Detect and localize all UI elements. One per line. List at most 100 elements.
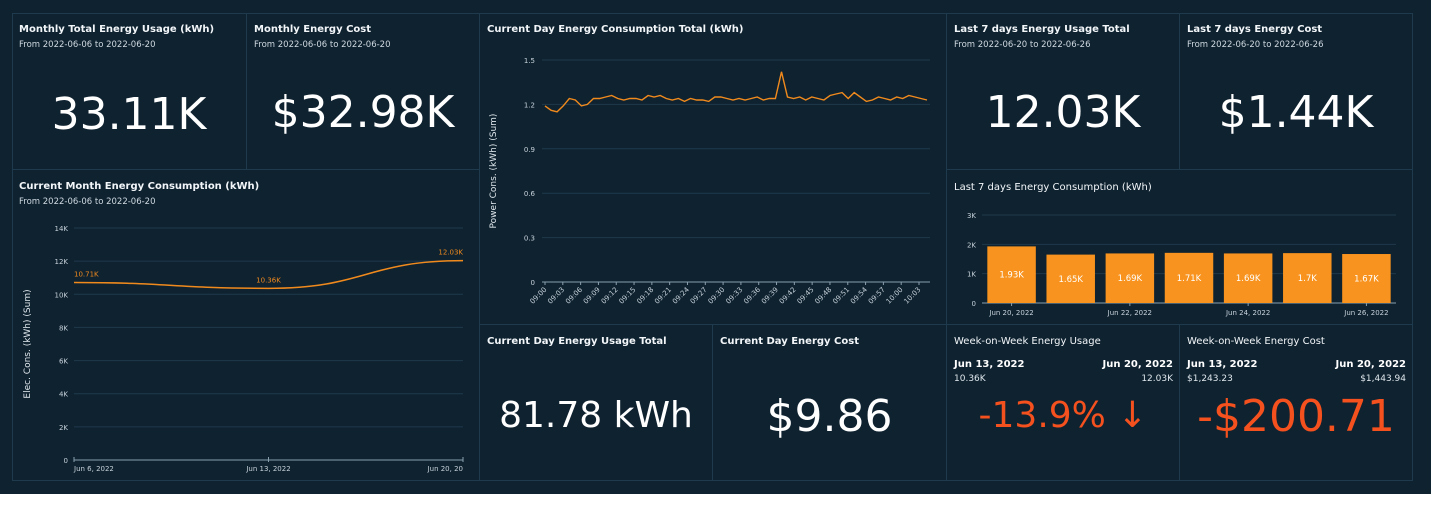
x-tick-label: Jun 6, 2022 — [73, 465, 114, 473]
wow-dates: Jun 13, 2022 Jun 20, 2022 — [954, 359, 1173, 370]
y-tick-label: 6K — [59, 358, 68, 366]
day-usage-panel: Current Day Energy Usage Total 81.78 kWh — [480, 325, 713, 481]
x-tick-label: 09:27 — [689, 286, 709, 306]
current-day-chart-panel: Current Day Energy Consumption Total (kW… — [480, 13, 947, 325]
y-tick-label: 0 — [531, 279, 535, 287]
bar — [1342, 254, 1391, 303]
panel-subtitle: From 2022-06-20 to 2022-06-26 — [1187, 40, 1324, 50]
panel-title: Current Day Energy Cost — [720, 336, 859, 347]
y-tick-label: 12K — [55, 258, 69, 266]
y-tick-label: 1.2 — [524, 101, 535, 109]
current-month-line-chart: 0 2K 4K 6K 8K 10K 12K 14K Elec. Cons. (kWh) (Sum… — [23, 225, 464, 473]
panel-subtitle: From 2022-06-20 to 2022-06-26 — [954, 40, 1091, 50]
panel-title: Last 7 days Energy Usage Total — [954, 24, 1130, 35]
last7-bar-chart: 0 1K 2K 3K 1.93K Jun 20, 2022 1.65K 1.69K Jun 22… — [967, 212, 1396, 317]
wow-date-a: Jun 13, 2022 — [1187, 359, 1258, 370]
y-tick-label: 0.6 — [524, 190, 536, 198]
panel-title: Last 7 days Energy Cost — [1187, 24, 1323, 35]
series-line — [73, 259, 464, 290]
panel-title: Monthly Energy Cost — [254, 24, 372, 35]
wow-usage-panel: Week-on-Week Energy Usage Jun 13, 2022 J… — [947, 325, 1180, 481]
data-label: 10.36K — [256, 276, 281, 284]
wow-date-b: Jun 20, 2022 — [1335, 359, 1406, 370]
y-tick-label: 1K — [967, 271, 976, 279]
wow-date-a: Jun 13, 2022 — [954, 359, 1025, 370]
x-tick-label: 09:12 — [600, 286, 620, 306]
bar — [1105, 253, 1155, 303]
panel-title: Monthly Total Energy Usage (kWh) — [19, 24, 215, 35]
data-label: 12.03K — [438, 249, 463, 257]
current-month-chart-panel: Current Month Energy Consumption (kWh) F… — [12, 170, 480, 481]
wow-value-a: $1,243.23 — [1187, 374, 1233, 384]
wow-values: $1,243.23 $1,443.94 — [1187, 374, 1406, 384]
data-label: 1.71K — [1177, 274, 1202, 284]
x-tick-label: 09:18 — [635, 286, 655, 306]
x-tick-label: 09:06 — [564, 285, 584, 305]
data-label: 1.65K — [1058, 275, 1083, 285]
x-tick-label: Jun 24, 2022 — [1225, 309, 1270, 317]
x-tick-label: 09:03 — [546, 286, 566, 306]
panel-title: Current Day Energy Usage Total — [487, 336, 667, 347]
last7-cost-panel: Last 7 days Energy Cost From 2022-06-20 … — [1180, 13, 1413, 170]
x-tick-label: 10:00 — [885, 286, 905, 306]
y-axis-label: Elec. Cons. (kWh) (Sum) — [23, 289, 33, 398]
x-tick-label: 09:30 — [707, 286, 727, 306]
y-tick-label: 2K — [967, 241, 976, 249]
kpi-value: 12.03K — [985, 87, 1141, 138]
bar — [1164, 252, 1214, 303]
x-tick-label: 09:42 — [778, 286, 798, 306]
wow-dates: Jun 13, 2022 Jun 20, 2022 — [1187, 359, 1406, 370]
day-cost-panel: Current Day Energy Cost $9.86 — [713, 325, 947, 481]
wow-value-b: $1,443.94 — [1360, 374, 1406, 384]
x-tick-label: Jun 20, 2022 — [988, 309, 1033, 317]
current-day-line-chart: 0 0.3 0.6 0.9 1.2 1.5 Power Cons. (kWh) (Sum) 0… — [489, 57, 930, 306]
y-tick-label: 0.3 — [524, 235, 535, 243]
y-axis-label: Power Cons. (kWh) (Sum) — [489, 114, 499, 229]
kpi-value: $32.98K — [271, 87, 455, 138]
bar — [1283, 253, 1332, 303]
y-tick-label: 1.5 — [524, 57, 535, 65]
wow-value-b: 12.03K — [1141, 374, 1173, 384]
x-tick-label: Jun 13, 2022 — [245, 465, 290, 473]
wow-values: 10.36K 12.03K — [954, 374, 1173, 384]
y-tick-label: 0 — [64, 457, 68, 465]
bar — [1223, 253, 1273, 303]
wow-value-a: 10.36K — [954, 374, 986, 384]
kpi-value: 81.78 kWh — [499, 395, 693, 436]
x-tick-label: 09:45 — [796, 286, 816, 306]
bottom-strip — [0, 494, 1431, 507]
x-tick-label: 09:09 — [582, 286, 602, 306]
wow-change-value: -13.9% ↓ — [978, 395, 1148, 436]
panel-title: Week-on-Week Energy Cost — [1187, 336, 1325, 347]
wow-change-value: -$200.71 — [1197, 391, 1395, 442]
x-tick-label: 09:36 — [742, 285, 762, 305]
x-tick-label: 09:33 — [724, 286, 744, 306]
y-tick-label: 3K — [967, 212, 976, 220]
wow-cost-panel: Week-on-Week Energy Cost Jun 13, 2022 Ju… — [1180, 325, 1413, 481]
x-tick-label: 09:48 — [813, 286, 833, 306]
x-tick-label: 09:15 — [618, 286, 638, 306]
x-tick-label: 10:03 — [902, 286, 922, 306]
bar — [1046, 254, 1095, 303]
panel-subtitle: From 2022-06-06 to 2022-06-20 — [19, 197, 156, 207]
y-tick-label: 14K — [55, 225, 69, 233]
wow-date-b: Jun 20, 2022 — [1102, 359, 1173, 370]
y-tick-label: 10K — [55, 291, 69, 299]
bar — [987, 246, 1036, 303]
monthly-usage-panel: Monthly Total Energy Usage (kWh) From 20… — [12, 13, 247, 170]
x-tick-label: 09:24 — [671, 285, 691, 305]
panel-title: Week-on-Week Energy Usage — [954, 336, 1101, 347]
y-tick-label: 0 — [972, 300, 976, 308]
last7-usage-panel: Last 7 days Energy Usage Total From 2022… — [947, 13, 1180, 170]
y-tick-label: 4K — [59, 391, 68, 399]
x-tick-label: Jun 26, 2022 — [1343, 309, 1388, 317]
x-tick-label: 09:57 — [867, 286, 887, 306]
panel-title: Current Day Energy Consumption Total (kW… — [487, 24, 744, 35]
x-tick-label: 09:51 — [831, 286, 851, 306]
data-label: 1.69K — [1118, 274, 1143, 284]
panel-subtitle: From 2022-06-06 to 2022-06-20 — [19, 40, 156, 50]
series-line — [544, 71, 928, 113]
x-tick-label: 09:54 — [849, 285, 869, 305]
kpi-value: $1.44K — [1218, 87, 1374, 138]
data-label: 1.69K — [1236, 274, 1261, 284]
